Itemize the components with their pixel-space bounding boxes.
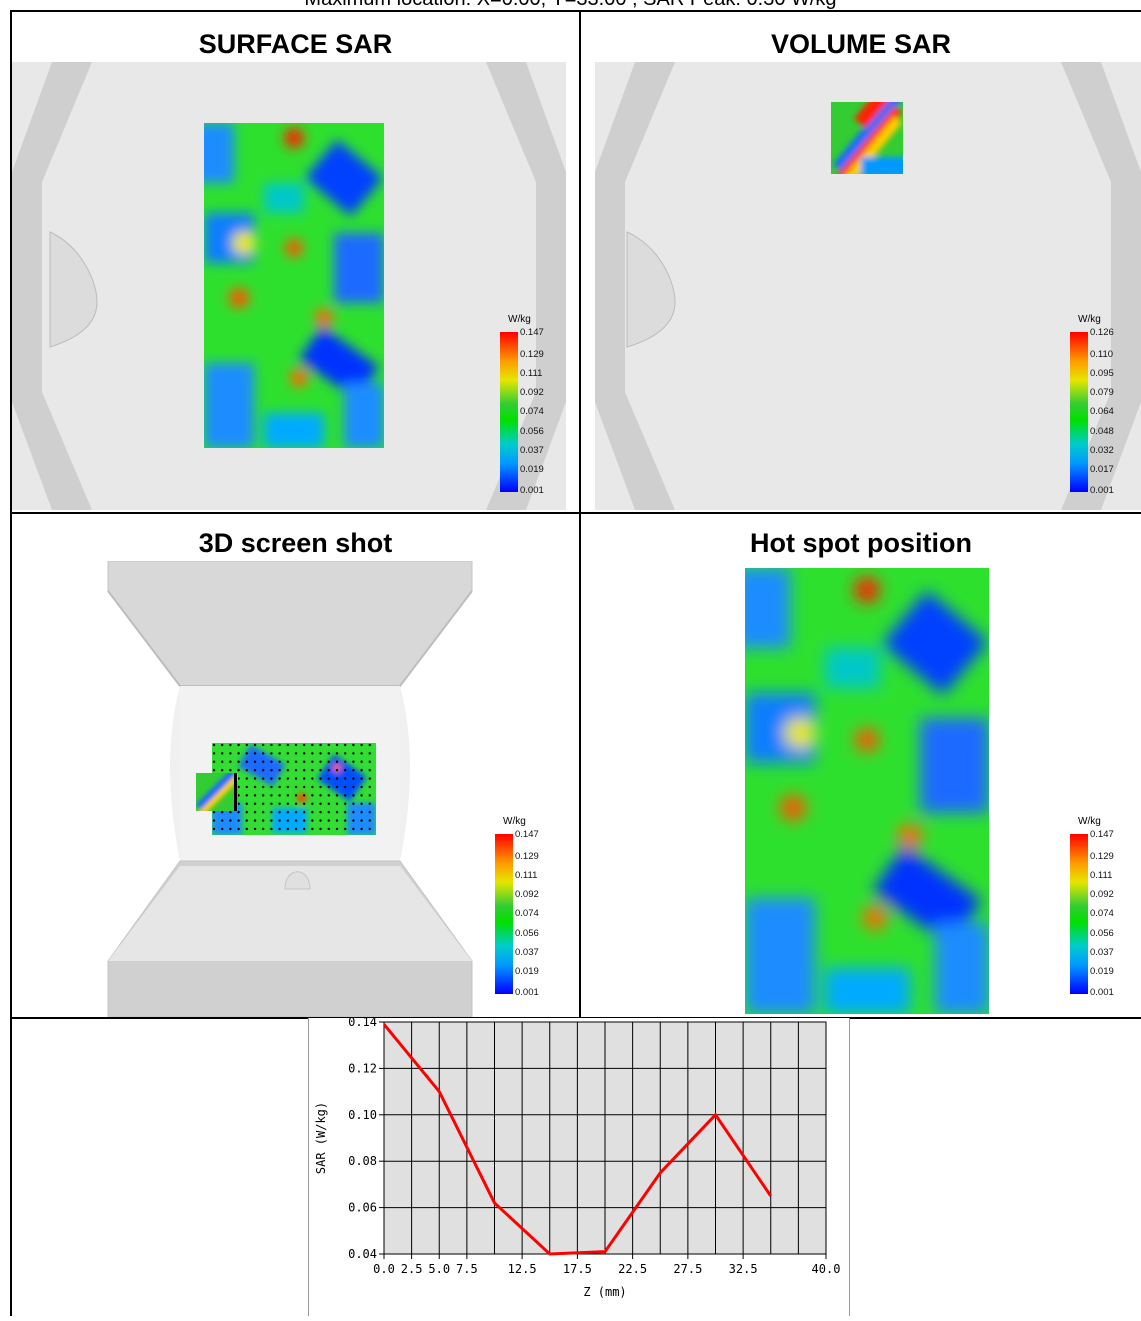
z-scan-chart-svg: 0.0 2.5 5.0 7.5 12.5 17.5 22.5 27.5 32.5 40.0 0.14… bbox=[314, 1015, 841, 1299]
legend-tick: 0.001 bbox=[515, 987, 539, 998]
legend-tick: 0.129 bbox=[515, 851, 539, 862]
x-axis-label: Z (mm) bbox=[583, 1285, 626, 1299]
legend-tick: 0.147 bbox=[1090, 829, 1114, 840]
legend-tick: 0.129 bbox=[1090, 851, 1114, 862]
y-tick-label: 0.04 bbox=[348, 1247, 377, 1261]
hotspot-position-title: Hot spot position bbox=[750, 528, 972, 558]
legend-tick: 0.032 bbox=[1090, 445, 1114, 456]
x-tick-label: 12.5 bbox=[508, 1262, 537, 1276]
y-tick-label: 0.08 bbox=[348, 1154, 377, 1168]
x-tick-label: 22.5 bbox=[618, 1262, 647, 1276]
volume-sar-heatmap bbox=[831, 102, 903, 174]
x-tick-label: 32.5 bbox=[729, 1262, 758, 1276]
3d-screenshot-image bbox=[100, 561, 480, 1017]
surface-sar-image bbox=[12, 62, 566, 510]
legend-tick: 0.079 bbox=[1090, 387, 1114, 398]
surface-sar-legend: W/kg 0.147 0.129 0.111 0.092 0.074 0.056… bbox=[500, 314, 570, 504]
legend-tick: 0.074 bbox=[520, 406, 544, 417]
legend-tick: 0.111 bbox=[1090, 870, 1113, 881]
y-tick-label: 0.12 bbox=[348, 1061, 377, 1075]
y-tick-label: 0.10 bbox=[348, 1108, 377, 1122]
legend-tick: 0.019 bbox=[1090, 966, 1114, 977]
legend-colorbar bbox=[1070, 332, 1088, 492]
legend-unit: W/kg bbox=[508, 314, 531, 325]
3d-screenshot-title: 3D screen shot bbox=[198, 528, 393, 558]
x-tick-label: 2.5 bbox=[401, 1262, 423, 1276]
y-tick-label: 0.06 bbox=[348, 1201, 377, 1215]
legend-tick: 0.064 bbox=[1090, 406, 1114, 417]
caption-text: Maximum location: X=0.00, Y=33.00 ; SAR … bbox=[0, 0, 1141, 10]
legend-unit: W/kg bbox=[1078, 816, 1101, 827]
legend-tick: 0.095 bbox=[1090, 368, 1114, 379]
surface-sar-heatmap bbox=[204, 123, 384, 448]
x-tick-label: 40.0 bbox=[812, 1262, 841, 1276]
legend-tick: 0.001 bbox=[520, 485, 544, 496]
legend-tick: 0.092 bbox=[520, 387, 544, 398]
legend-tick: 0.092 bbox=[1090, 889, 1114, 900]
legend-tick: 0.001 bbox=[1090, 987, 1114, 998]
legend-tick: 0.056 bbox=[520, 426, 544, 437]
legend-tick: 0.147 bbox=[515, 829, 539, 840]
legend-tick: 0.001 bbox=[1090, 485, 1114, 496]
top-caption: Maximum location: X=0.00, Y=33.00 ; SAR … bbox=[0, 0, 1141, 10]
sar-series-line bbox=[382, 1023, 772, 1256]
legend-tick: 0.126 bbox=[1090, 327, 1114, 338]
x-tick-label: 27.5 bbox=[673, 1262, 702, 1276]
3d-legend: W/kg 0.147 0.129 0.111 0.092 0.074 0.056… bbox=[495, 816, 565, 1006]
3d-volume-cube bbox=[196, 773, 238, 811]
y-tick-label: 0.14 bbox=[348, 1018, 377, 1029]
legend-tick: 0.048 bbox=[1090, 426, 1114, 437]
table-frame bbox=[10, 10, 1141, 1316]
x-tick-label: 7.5 bbox=[456, 1262, 478, 1276]
legend-tick: 0.129 bbox=[520, 349, 544, 360]
volume-sar-legend: W/kg 0.126 0.110 0.095 0.079 0.064 0.048… bbox=[1070, 314, 1140, 504]
volume-sar-title: VOLUME SAR bbox=[770, 29, 951, 59]
legend-tick: 0.074 bbox=[515, 908, 539, 919]
hotspot-legend: W/kg 0.147 0.129 0.111 0.092 0.074 0.056… bbox=[1070, 816, 1140, 1006]
surface-sar-title: SURFACE SAR bbox=[198, 29, 393, 59]
legend-colorbar bbox=[495, 834, 513, 994]
column-divider bbox=[579, 10, 581, 1018]
legend-tick: 0.092 bbox=[515, 889, 539, 900]
legend-tick: 0.111 bbox=[520, 368, 543, 379]
legend-tick: 0.147 bbox=[520, 327, 544, 338]
legend-tick: 0.056 bbox=[515, 928, 539, 939]
legend-tick: 0.037 bbox=[1090, 947, 1114, 958]
legend-tick: 0.037 bbox=[520, 445, 544, 456]
legend-tick: 0.074 bbox=[1090, 908, 1114, 919]
volume-sar-image bbox=[595, 62, 1141, 510]
legend-tick: 0.037 bbox=[515, 947, 539, 958]
row-divider bbox=[10, 512, 1141, 514]
legend-tick: 0.017 bbox=[1090, 464, 1114, 475]
z-scan-chart: 0.0 2.5 5.0 7.5 12.5 17.5 22.5 27.5 32.5 40.0 0.14… bbox=[308, 1015, 850, 1316]
y-axis-label: SAR (W/kg) bbox=[314, 1102, 328, 1174]
legend-unit: W/kg bbox=[1078, 314, 1101, 325]
3d-heatmap bbox=[212, 743, 376, 835]
legend-colorbar bbox=[1070, 834, 1088, 994]
legend-unit: W/kg bbox=[503, 816, 526, 827]
x-tick-label: 5.0 bbox=[428, 1262, 450, 1276]
hotspot-heatmap bbox=[745, 568, 989, 1014]
x-tick-label: 17.5 bbox=[563, 1262, 592, 1276]
legend-tick: 0.111 bbox=[515, 870, 538, 881]
legend-colorbar bbox=[500, 332, 518, 492]
x-tick-label: 0.0 bbox=[373, 1262, 395, 1276]
legend-tick: 0.019 bbox=[515, 966, 539, 977]
legend-tick: 0.056 bbox=[1090, 928, 1114, 939]
legend-tick: 0.019 bbox=[520, 464, 544, 475]
legend-tick: 0.110 bbox=[1090, 349, 1114, 360]
